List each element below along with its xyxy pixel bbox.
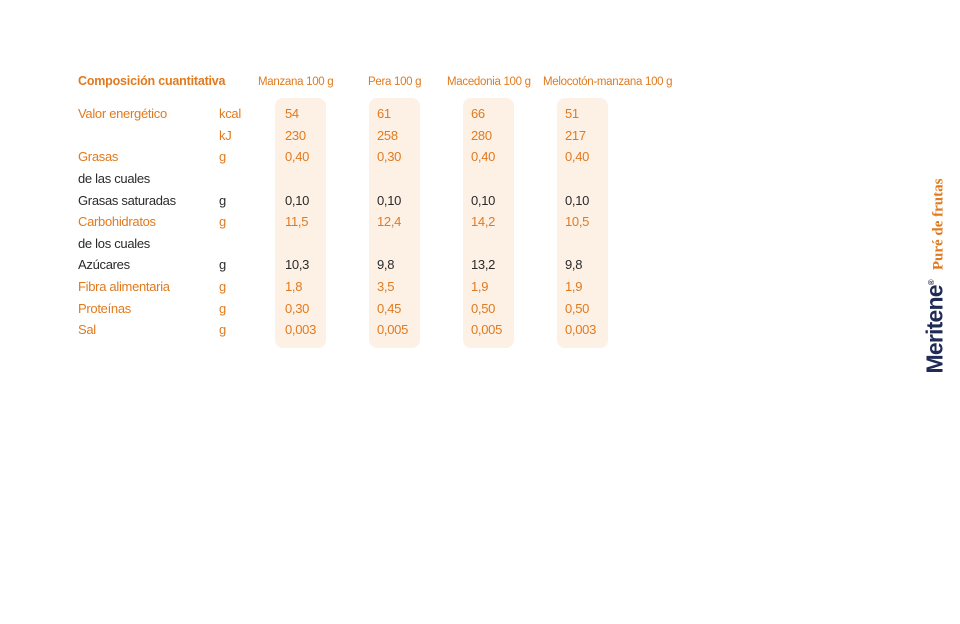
- row-value: 0,10: [285, 193, 310, 208]
- row-value: 0,10: [565, 193, 590, 208]
- row-unit: kcal: [219, 106, 241, 121]
- row-value: 11,5: [285, 214, 309, 229]
- row-value: 0,10: [471, 193, 496, 208]
- row-value: 0,30: [285, 301, 310, 316]
- row-value: 0,40: [285, 149, 310, 164]
- row-value: 0,50: [471, 301, 496, 316]
- row-value: 1,8: [285, 279, 303, 294]
- table-row: kJ 230 258 280 217: [0, 127, 960, 147]
- row-value: 0,003: [565, 322, 597, 337]
- row-label: Valor energético: [78, 106, 167, 121]
- table-row: Proteínas g 0,30 0,45 0,50 0,50: [0, 300, 960, 320]
- row-label: Fibra alimentaria: [78, 279, 170, 294]
- table-row: de las cuales: [0, 170, 960, 190]
- table-row: Valor energético kcal 54 61 66 51: [0, 105, 960, 125]
- row-value: 0,45: [377, 301, 402, 316]
- table-row: Grasas g 0,40 0,30 0,40 0,40: [0, 148, 960, 168]
- column-background-melocoton-manzana: [557, 98, 608, 348]
- table-row: Grasas saturadas g 0,10 0,10 0,10 0,10: [0, 192, 960, 212]
- row-unit: g: [219, 322, 226, 337]
- column-background-pera: [369, 98, 420, 348]
- row-label: Carbohidratos: [78, 214, 156, 229]
- table-row: Sal g 0,003 0,005 0,005 0,003: [0, 321, 960, 341]
- row-value: 1,9: [471, 279, 489, 294]
- row-value: 258: [377, 128, 398, 143]
- row-value: 0,50: [565, 301, 590, 316]
- row-unit: g: [219, 149, 226, 164]
- row-value: 9,8: [565, 257, 583, 272]
- composition-title: Composición cuantitativa: [78, 74, 226, 88]
- row-value: 230: [285, 128, 306, 143]
- row-value: 3,5: [377, 279, 395, 294]
- row-unit: g: [219, 257, 226, 272]
- row-value: 1,9: [565, 279, 583, 294]
- row-label: Azúcares: [78, 257, 130, 272]
- row-unit: g: [219, 214, 226, 229]
- product-name: Puré de frutas: [930, 178, 947, 271]
- brand-logo: Meritene®: [921, 280, 948, 374]
- row-value: 0,10: [377, 193, 402, 208]
- row-value: 0,40: [565, 149, 590, 164]
- row-value: 51: [565, 106, 579, 121]
- row-label: Proteínas: [78, 301, 131, 316]
- table-row: de los cuales: [0, 235, 960, 255]
- row-value: 61: [377, 106, 391, 121]
- row-value: 66: [471, 106, 485, 121]
- row-label: Grasas saturadas: [78, 193, 176, 208]
- column-header-manzana: Manzana 100 g: [258, 76, 334, 88]
- column-header-pera: Pera 100 g: [368, 76, 422, 88]
- row-label: Sal: [78, 322, 96, 337]
- row-label: de las cuales: [78, 171, 150, 186]
- column-header-macedonia: Macedonia 100 g: [447, 76, 531, 88]
- row-unit: g: [219, 301, 226, 316]
- row-value: 280: [471, 128, 492, 143]
- row-value: 14,2: [471, 214, 496, 229]
- row-unit: g: [219, 279, 226, 294]
- row-label: de los cuales: [78, 236, 150, 251]
- column-header-melocoton-manzana: Melocotón-manzana 100 g: [543, 76, 673, 88]
- row-value: 54: [285, 106, 299, 121]
- table-row: Azúcares g 10,3 9,8 13,2 9,8: [0, 256, 960, 276]
- row-value: 12,4: [377, 214, 402, 229]
- row-unit: g: [219, 193, 226, 208]
- row-value: 10,3: [285, 257, 310, 272]
- row-value: 0,003: [285, 322, 317, 337]
- row-value: 0,005: [377, 322, 409, 337]
- row-value: 0,30: [377, 149, 402, 164]
- table-row: Fibra alimentaria g 1,8 3,5 1,9 1,9: [0, 278, 960, 298]
- row-value: 0,005: [471, 322, 503, 337]
- row-value: 0,40: [471, 149, 496, 164]
- table-row: Carbohidratos g 11,5 12,4 14,2 10,5: [0, 213, 960, 233]
- column-background-manzana: [275, 98, 326, 348]
- column-background-macedonia: [463, 98, 514, 348]
- row-value: 10,5: [565, 214, 590, 229]
- row-unit: kJ: [219, 128, 232, 143]
- row-value: 13,2: [471, 257, 496, 272]
- side-brand-strip: Meritene® Puré de frutas: [918, 168, 952, 384]
- row-value: 9,8: [377, 257, 395, 272]
- row-value: 217: [565, 128, 586, 143]
- row-label: Grasas: [78, 149, 119, 164]
